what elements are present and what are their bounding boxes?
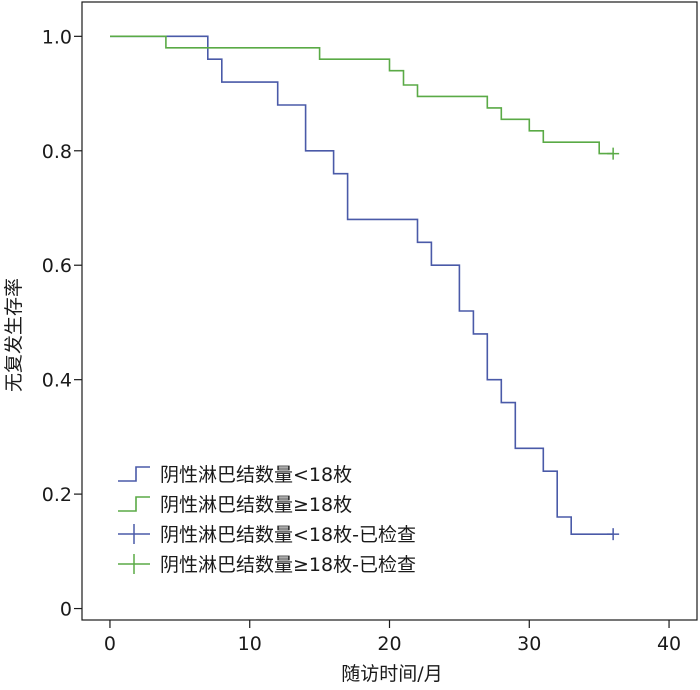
x-tick-label: 30 bbox=[517, 633, 541, 655]
x-tick-label: 40 bbox=[657, 633, 681, 655]
y-tick-label: 0.4 bbox=[42, 370, 72, 392]
legend-label: 阴性淋巴结数量≥18枚-已检查 bbox=[160, 554, 416, 576]
censor-mark-0 bbox=[607, 528, 620, 541]
legend-step-marker bbox=[118, 466, 150, 482]
y-axis-label: 无复发生存率 bbox=[3, 278, 25, 392]
legend: 阴性淋巴结数量<18枚阴性淋巴结数量≥18枚阴性淋巴结数量<18枚-已检查阴性淋… bbox=[118, 464, 416, 576]
censor-mark-1 bbox=[607, 147, 620, 160]
legend-cross-marker bbox=[118, 554, 150, 574]
legend-item-0: 阴性淋巴结数量<18枚 bbox=[118, 464, 352, 486]
legend-item-1: 阴性淋巴结数量≥18枚 bbox=[118, 494, 352, 516]
y-tick-label: 1.0 bbox=[42, 26, 72, 48]
x-tick-label: 20 bbox=[377, 633, 401, 655]
y-axis: 0 0.2 0.4 0.6 0.8 1.0 bbox=[42, 26, 82, 621]
legend-label: 阴性淋巴结数量<18枚-已检查 bbox=[160, 524, 416, 546]
y-tick-label: 0.6 bbox=[42, 255, 72, 277]
legend-label: 阴性淋巴结数量≥18枚 bbox=[160, 494, 352, 516]
series-line-0 bbox=[110, 35, 614, 536]
y-tick-label: 0.8 bbox=[42, 141, 72, 163]
series-layer bbox=[110, 35, 620, 541]
x-tick-label: 10 bbox=[238, 633, 262, 655]
legend-step-marker bbox=[118, 496, 150, 512]
legend-cross-marker bbox=[118, 524, 150, 544]
x-axis: 0 10 20 30 40 bbox=[104, 620, 681, 655]
y-tick-label: 0.2 bbox=[42, 484, 72, 506]
y-tick-label: 0 bbox=[60, 599, 72, 621]
legend-item-2: 阴性淋巴结数量<18枚-已检查 bbox=[118, 524, 416, 546]
x-axis-label: 随访时间/月 bbox=[341, 663, 442, 685]
series-line-1 bbox=[110, 35, 614, 155]
legend-item-3: 阴性淋巴结数量≥18枚-已检查 bbox=[118, 554, 416, 576]
x-tick-label: 0 bbox=[104, 633, 116, 655]
legend-label: 阴性淋巴结数量<18枚 bbox=[160, 464, 352, 486]
